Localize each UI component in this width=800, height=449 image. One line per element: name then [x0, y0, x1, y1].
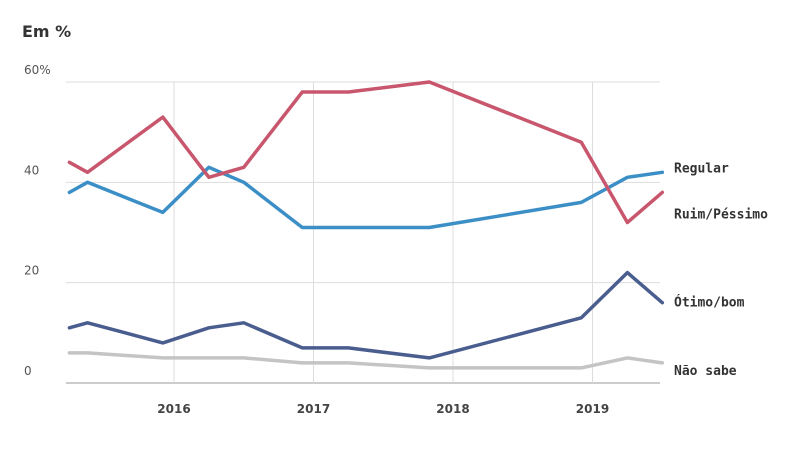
x-tick-label-2018: 2018	[436, 402, 469, 416]
series-label-nao-sabe: Não sabe	[674, 364, 737, 379]
series-line-nao-sabe	[67, 351, 665, 370]
series-label-ruim-pessimo: Ruim/Péssimo	[674, 207, 768, 222]
series-layer	[67, 80, 665, 370]
series-line-regular	[67, 165, 665, 230]
y-tick-label-0: 0	[24, 364, 32, 378]
x-tick-label-2017: 2017	[297, 402, 330, 416]
x-tick-label-2019: 2019	[576, 402, 609, 416]
series-line-ruim-pessimo	[67, 80, 665, 225]
y-tick-label-20: 20	[24, 264, 39, 278]
chart-title: Em %	[22, 22, 71, 41]
series-line-otimo-bom	[67, 270, 665, 360]
y-tick-label-60: 60%	[24, 63, 51, 77]
y-tick-label-40: 40	[24, 163, 39, 177]
series-label-regular: Regular	[674, 161, 729, 176]
grid-layer	[66, 81, 660, 384]
x-tick-label-2016: 2016	[157, 402, 190, 416]
series-label-otimo-bom: Ótimo/bom	[674, 295, 745, 311]
label-layer: 0 20 40 60% 2016 2017 2018 2019 Regular Ruim/Péss…	[24, 63, 768, 416]
